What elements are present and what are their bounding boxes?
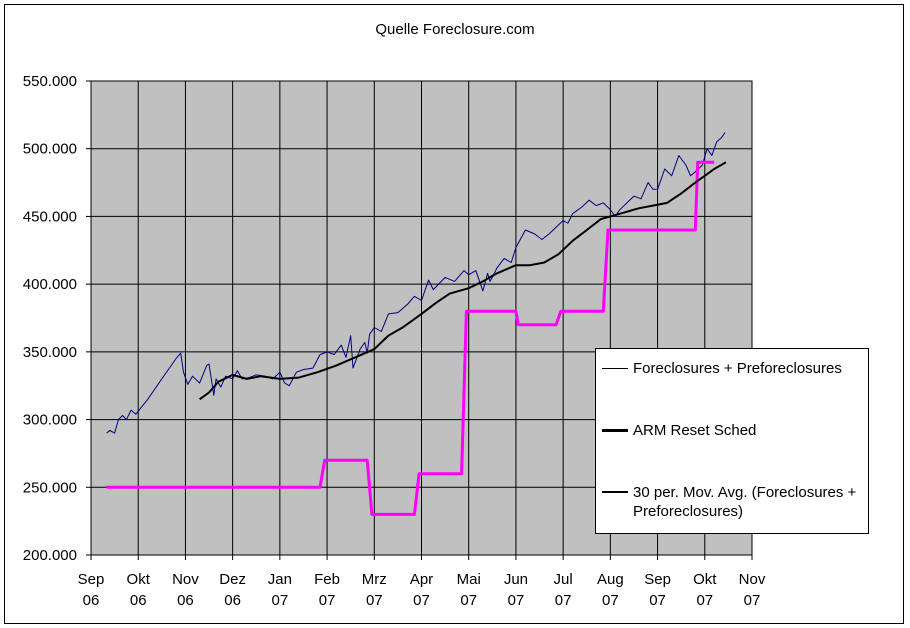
x-tick-label-year: 07	[366, 592, 383, 609]
x-tick-label-month: Dez	[219, 571, 246, 588]
x-tick-label-month: Sep	[644, 571, 671, 588]
x-tick-label-year: 06	[130, 592, 147, 609]
legend-label-arm-reset: ARM Reset Sched	[633, 422, 757, 439]
series-moving-average-line	[199, 161, 727, 401]
series-foreclosures-line	[106, 132, 726, 434]
legend-swatch-moving-average	[602, 491, 628, 493]
legend-swatch-foreclosures	[602, 368, 628, 369]
x-tick-label-month: Jul	[554, 571, 573, 588]
plot-border	[90, 80, 753, 556]
chart-title: Quelle Foreclosure.com	[375, 21, 535, 38]
x-tick-label-year: 07	[460, 592, 477, 609]
y-tick-label: 350.000	[23, 344, 77, 361]
y-tick-label: 500.000	[23, 141, 77, 158]
axes	[86, 80, 753, 560]
x-tick-label-month: Sep	[78, 571, 105, 588]
x-tick-label-month: Okt	[693, 571, 717, 588]
y-tick-label: 250.000	[23, 479, 77, 496]
x-tick-label-month: Aug	[597, 571, 624, 588]
chart-border	[4, 4, 904, 624]
x-tick-label-year: 07	[272, 592, 289, 609]
series-layer	[106, 132, 727, 516]
y-tick-label: 300.000	[23, 412, 77, 429]
tick-labels: 200.000 250.000 300.000 350.000 400.000 450.0…	[23, 73, 766, 609]
x-tick-label-year: 07	[649, 592, 666, 609]
y-tick-label: 450.000	[23, 208, 77, 225]
x-tick-label-year: 06	[177, 592, 194, 609]
x-tick-label-year: 07	[744, 592, 761, 609]
x-tick-label-month: Mrz	[362, 571, 387, 588]
x-tick-label-year: 07	[696, 592, 713, 609]
x-tick-label-month: Jan	[268, 571, 292, 588]
x-tick-label-month: Feb	[314, 571, 340, 588]
x-tick-label-month: Mai	[457, 571, 481, 588]
legend-label-foreclosures: Foreclosures + Preforeclosures	[633, 360, 842, 377]
x-tick-label-year: 07	[413, 592, 430, 609]
legend-label-moving-average: 30 per. Mov. Avg. (Foreclosures + Prefor…	[633, 484, 857, 520]
legend: Foreclosures + Preforeclosures ARM Reset…	[595, 348, 869, 534]
x-tick-label-year: 06	[224, 592, 241, 609]
x-tick-label-year: 07	[319, 592, 336, 609]
y-tick-label: 200.000	[23, 547, 77, 564]
series-arm-reset-line	[106, 160, 715, 516]
x-tick-label-year: 06	[83, 592, 100, 609]
x-tick-label-month: Apr	[410, 571, 433, 588]
legend-swatch-arm-reset	[602, 429, 628, 432]
x-tick-label-month: Nov	[172, 571, 199, 588]
y-tick-label: 400.000	[23, 276, 77, 293]
x-tick-label-month: Nov	[739, 571, 766, 588]
x-tick-label-year: 07	[555, 592, 572, 609]
x-tick-label-year: 07	[508, 592, 525, 609]
x-tick-label-year: 07	[602, 592, 619, 609]
x-tick-label-month: Okt	[127, 571, 151, 588]
x-tick-label-month: Jun	[504, 571, 528, 588]
y-tick-label: 550.000	[23, 73, 77, 90]
